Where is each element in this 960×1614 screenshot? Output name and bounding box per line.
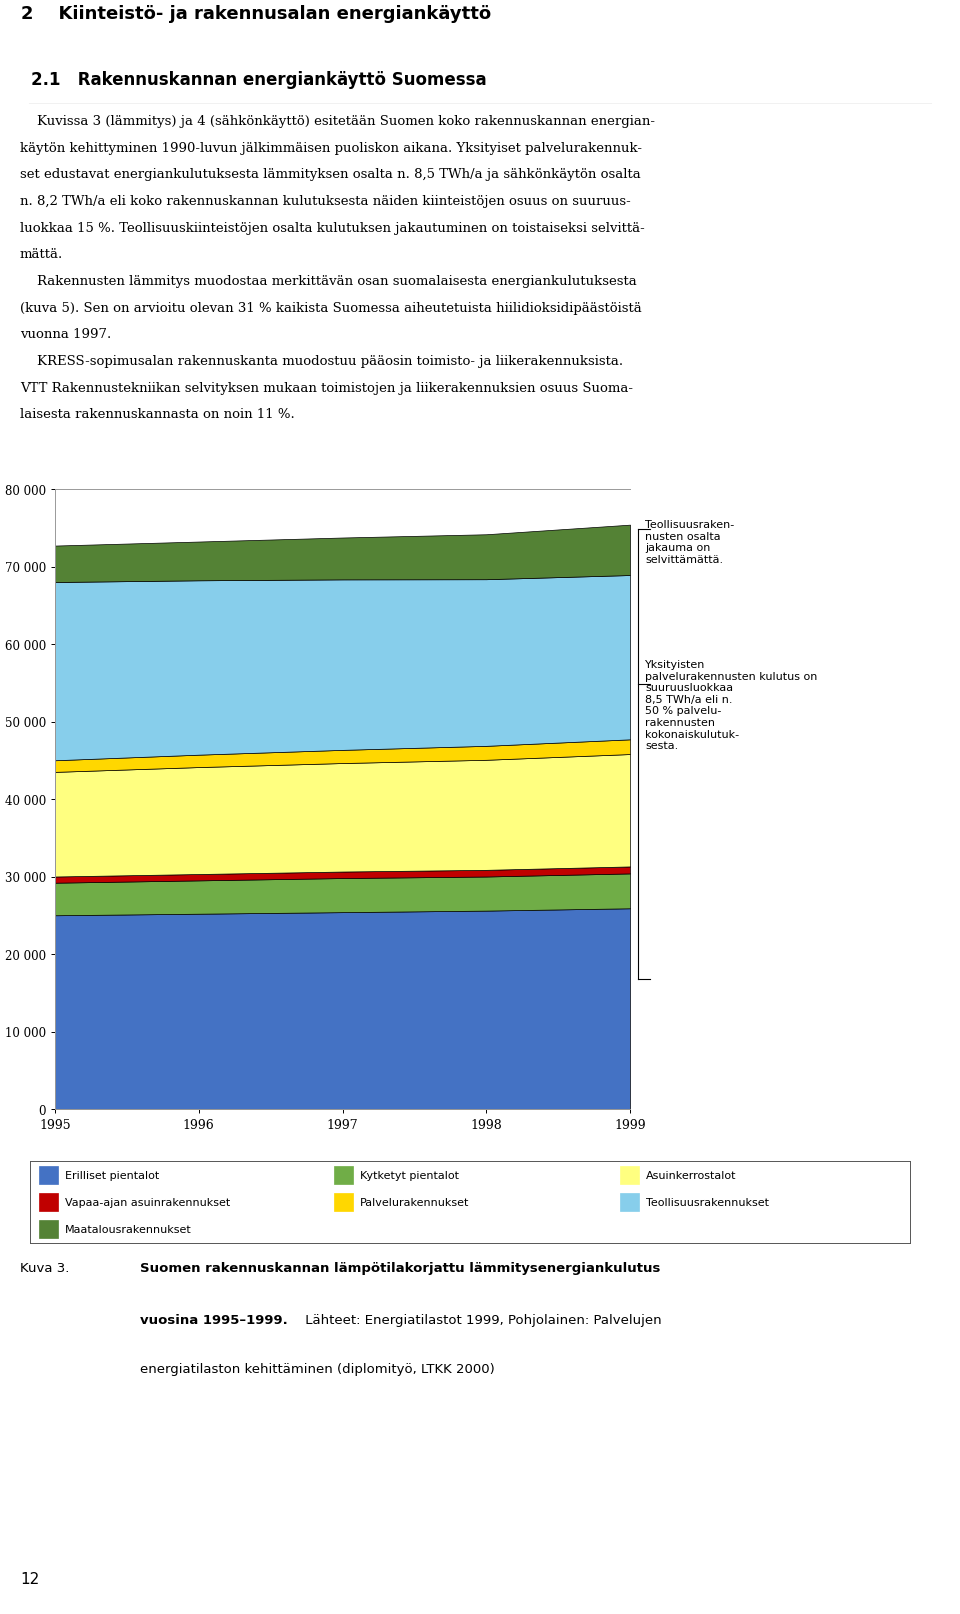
Text: set edustavat energiankulutuksesta lämmityksen osalta n. 8,5 TWh/a ja sähkönkäyt: set edustavat energiankulutuksesta lämmi… [20, 168, 640, 181]
Bar [38, 1167, 59, 1185]
Text: Rakennusten lämmitys muodostaa merkittävän osan suomalaisesta energiankulutukses: Rakennusten lämmitys muodostaa merkittäv… [20, 274, 636, 287]
Text: Kuva 3.: Kuva 3. [20, 1261, 69, 1273]
Text: käytön kehittyminen 1990-luvun jälkimmäisen puoliskon aikana. Yksityiset palvelu: käytön kehittyminen 1990-luvun jälkimmäi… [20, 142, 642, 155]
Text: Teollisuusraken-
nusten osalta
jakauma on
selvittämättä.: Teollisuusraken- nusten osalta jakauma o… [645, 520, 734, 565]
Text: laisesta rakennuskannasta on noin 11 %.: laisesta rakennuskannasta on noin 11 %. [20, 408, 295, 421]
Text: Erilliset pientalot: Erilliset pientalot [65, 1170, 159, 1180]
Text: Lähteet: Energiatilastot 1999, Pohjolainen: Palvelujen: Lähteet: Energiatilastot 1999, Pohjolain… [300, 1314, 661, 1327]
Bar [334, 1193, 353, 1210]
Text: vuonna 1997.: vuonna 1997. [20, 328, 111, 341]
Text: mättä.: mättä. [20, 249, 63, 261]
Text: Palvelurakennukset: Palvelurakennukset [360, 1198, 469, 1207]
Text: 2    Kiinteistö- ja rakennusalan energiankäyttö: 2 Kiinteistö- ja rakennusalan energiankä… [21, 5, 492, 23]
Text: Teollisuusrakennukset: Teollisuusrakennukset [646, 1198, 769, 1207]
Text: n. 8,2 TWh/a eli koko rakennuskannan kulutuksesta näiden kiinteistöjen osuus on : n. 8,2 TWh/a eli koko rakennuskannan kul… [20, 195, 631, 208]
Text: Vapaa-ajan asuinrakennukset: Vapaa-ajan asuinrakennukset [65, 1198, 230, 1207]
Text: Yksityisten
palvelurakennusten kulutus on
suuruusluokkaa
8,5 TWh/a eli n.
50 % p: Yksityisten palvelurakennusten kulutus o… [645, 660, 817, 751]
Text: Suomen rakennuskannan lämpötilakorjattu lämmitysenergiankulutus: Suomen rakennuskannan lämpötilakorjattu … [139, 1261, 660, 1273]
Text: KRESS-sopimusalan rakennuskanta muodostuu pääosin toimisto- ja liikerakennuksist: KRESS-sopimusalan rakennuskanta muodostu… [20, 355, 623, 368]
Text: Kytketyt pientalot: Kytketyt pientalot [360, 1170, 459, 1180]
Text: 12: 12 [20, 1572, 39, 1587]
Bar [334, 1167, 353, 1185]
Bar [38, 1193, 59, 1210]
Bar [38, 1220, 59, 1238]
Text: Kuvissa 3 (lämmitys) ja 4 (sähkönkäyttö) esitetään Suomen koko rakennuskannan en: Kuvissa 3 (lämmitys) ja 4 (sähkönkäyttö)… [20, 115, 655, 128]
Bar [619, 1193, 639, 1210]
Text: Maatalousrakennukset: Maatalousrakennukset [65, 1225, 192, 1235]
Text: energiatilaston kehittäminen (diplomityö, LTKK 2000): energiatilaston kehittäminen (diplomityö… [139, 1362, 494, 1375]
Text: VTT Rakennustekniikan selvityksen mukaan toimistojen ja liikerakennuksien osuus : VTT Rakennustekniikan selvityksen mukaan… [20, 381, 633, 394]
Text: Asuinkerrostalot: Asuinkerrostalot [646, 1170, 736, 1180]
Text: (kuva 5). Sen on arvioitu olevan 31 % kaikista Suomessa aiheutetuista hiilidioks: (kuva 5). Sen on arvioitu olevan 31 % ka… [20, 302, 641, 315]
Text: 2.1   Rakennuskannan energiankäyttö Suomessa: 2.1 Rakennuskannan energiankäyttö Suomes… [31, 71, 487, 89]
Text: vuosina 1995–1999.: vuosina 1995–1999. [139, 1314, 287, 1327]
Bar [619, 1167, 639, 1185]
Text: luokkaa 15 %. Teollisuuskiinteistöjen osalta kulutuksen jakautuminen on toistais: luokkaa 15 %. Teollisuuskiinteistöjen os… [20, 221, 645, 234]
